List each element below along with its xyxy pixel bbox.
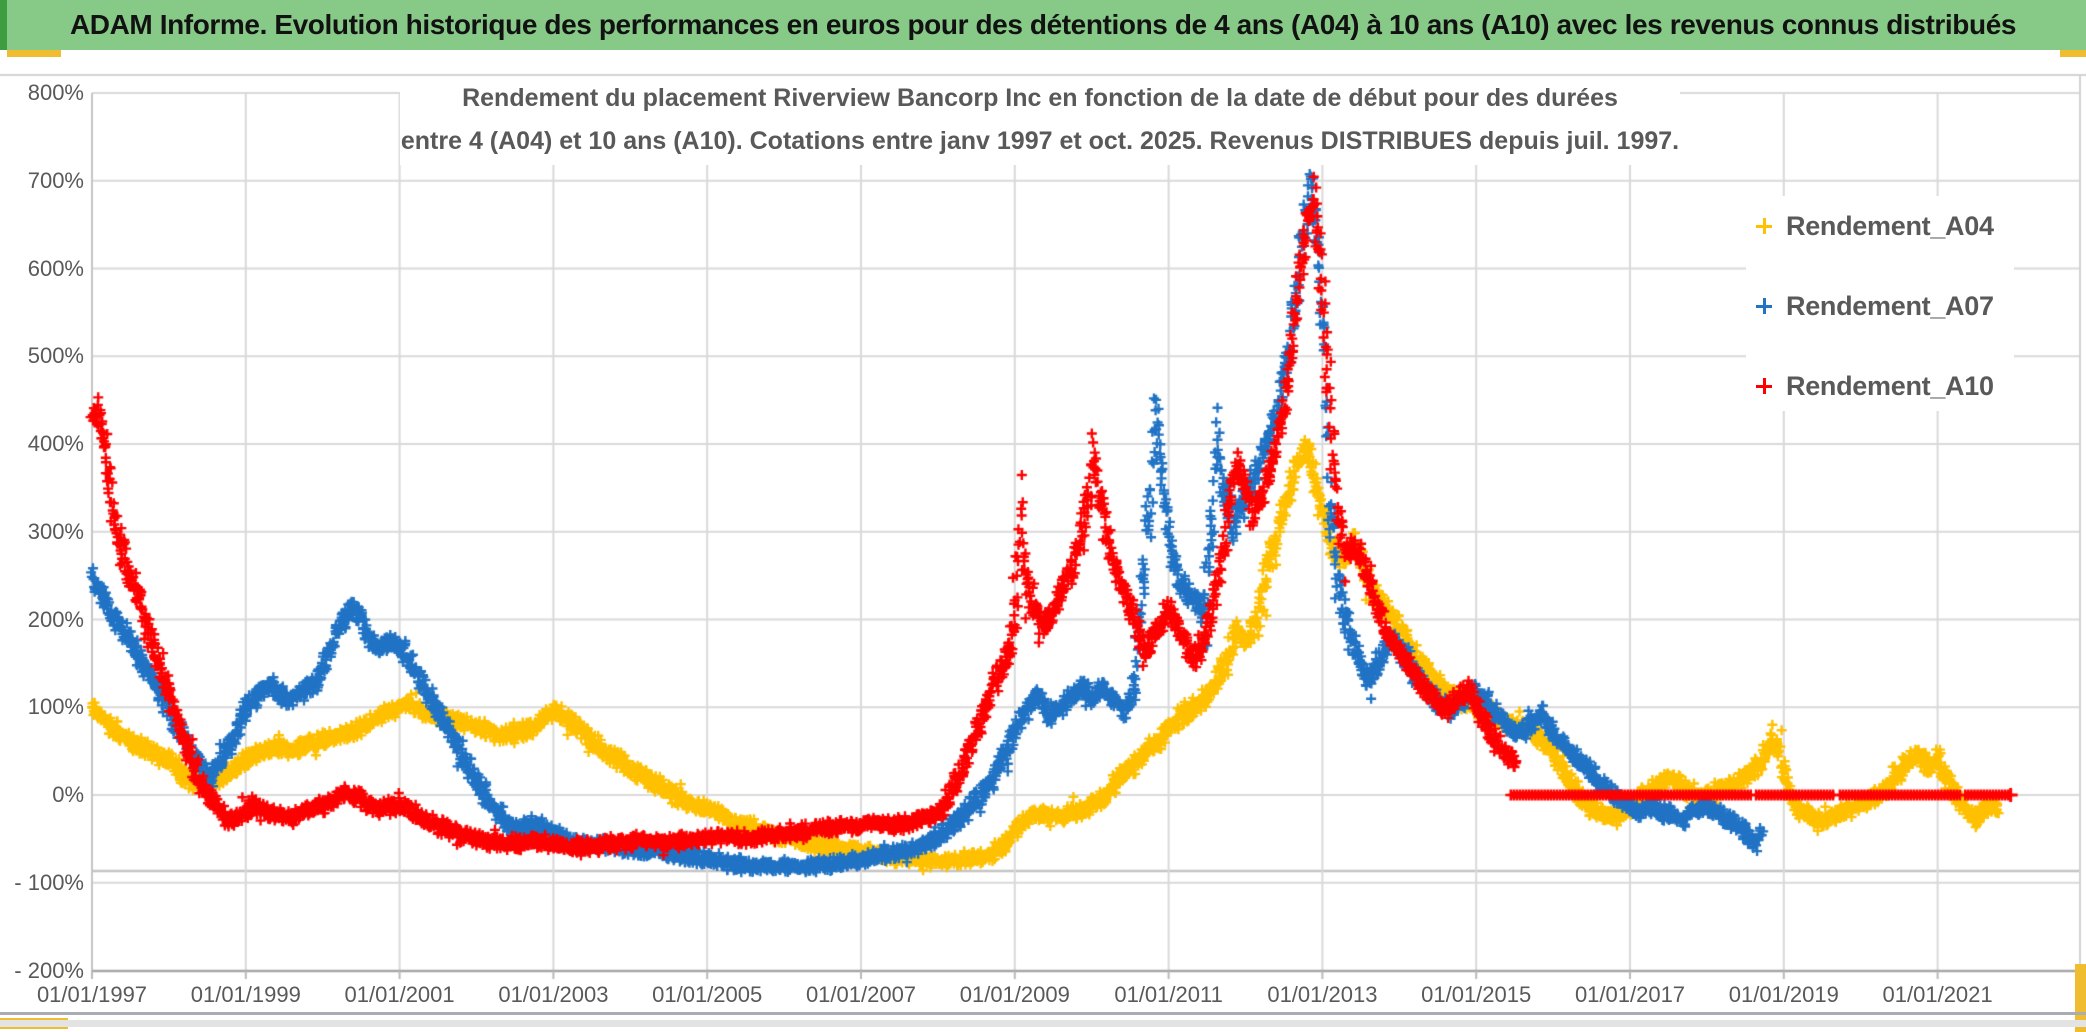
legend-item: Rendement_A07 [1756, 284, 1994, 328]
x-axis-tick-label: 01/01/2021 [1882, 982, 1993, 1007]
y-axis-tick-label: 600% [27, 255, 84, 281]
gold-border-fragment [7, 50, 61, 57]
x-axis-tick-label: 01/01/2013 [1267, 982, 1378, 1007]
legend-item-label: Rendement_A10 [1786, 370, 1994, 401]
plus-marker-icon [1756, 218, 1772, 234]
gold-border-fragment [2075, 964, 2086, 1032]
y-axis-tick-label: 700% [27, 167, 84, 193]
legend-item: Rendement_A04 [1756, 204, 1994, 248]
x-axis-tick-label: 01/01/1999 [190, 982, 301, 1007]
bottom-divider-line [0, 1012, 2086, 1015]
y-axis-tick-label: 0% [52, 782, 84, 807]
x-axis-tick-label: 01/01/2019 [1728, 982, 1839, 1007]
x-axis-tick-label: 01/01/2005 [652, 982, 763, 1007]
y-axis-tick-label: - 100% [14, 869, 84, 895]
y-axis-tick-label: 200% [27, 606, 84, 632]
y-axis-tick-label: 800% [27, 80, 84, 105]
plus-marker-icon [1756, 298, 1772, 314]
y-axis-tick-label: 300% [27, 518, 84, 544]
x-axis-tick-label: 01/01/2011 [1114, 982, 1223, 1007]
y-axis-tick-label: - 200% [14, 957, 84, 983]
gold-border-fragment [2060, 50, 2086, 57]
legend-item-label: Rendement_A07 [1786, 290, 1994, 321]
chart-title-line2: entre 4 (A04) et 10 ans (A10). Cotations… [400, 127, 1680, 155]
x-axis-tick-label: 01/01/2017 [1574, 982, 1686, 1007]
chart-title: Rendement du placement Riverview Bancorp… [400, 77, 1680, 165]
x-axis-tick-label: 01/01/1997 [36, 982, 148, 1007]
x-axis-tick-label: 01/01/2003 [498, 982, 609, 1007]
legend-item: Rendement_A10 [1756, 364, 1994, 408]
y-axis-tick-label: 100% [27, 694, 84, 720]
x-axis-tick-label: 01/01/2009 [959, 982, 1070, 1007]
plus-marker-icon [1756, 378, 1772, 394]
x-axis-tick-label: 01/01/2015 [1421, 982, 1532, 1007]
bottom-scroll-strip [0, 1020, 2086, 1027]
legend-item-label: Rendement_A04 [1786, 210, 1994, 241]
y-axis-tick-label: 500% [27, 343, 84, 369]
chart-legend: Rendement_A04 Rendement_A07 Rendement_A10 [1746, 196, 2014, 411]
x-axis-tick-label: 01/01/2001 [344, 982, 455, 1007]
x-axis-tick-label: 01/01/2007 [805, 982, 917, 1007]
y-axis-tick-label: 400% [27, 431, 84, 456]
chart-title-line1: Rendement du placement Riverview Bancorp… [462, 84, 1618, 112]
